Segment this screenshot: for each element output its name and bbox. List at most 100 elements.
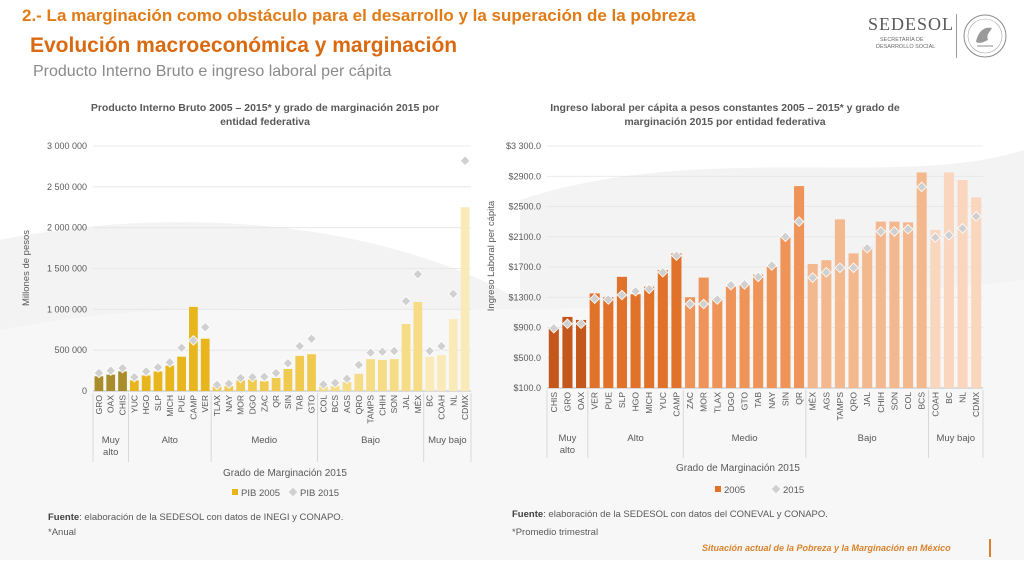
ingreso-category-label: COL [903, 392, 913, 410]
ingreso-marker [875, 226, 887, 237]
pib-category-label: HGO [141, 395, 151, 415]
pib-category-label: QRO [354, 395, 364, 415]
ingreso-legend-label: 2015 [783, 485, 804, 496]
ingreso-category-label: MICH [644, 392, 654, 414]
pib-category-label: MICH [165, 395, 175, 417]
ingreso-marker [780, 231, 791, 243]
ingreso-marker [752, 271, 764, 283]
logo-divider [956, 14, 957, 58]
ingreso-marker [616, 289, 628, 301]
pib-marker [140, 366, 152, 377]
pib-marker [164, 357, 176, 368]
ingreso-marker [929, 232, 941, 243]
ingreso-category-label: TLAX [712, 392, 722, 414]
ingreso-marker [766, 260, 778, 271]
pib-category-label: YUC [129, 395, 139, 413]
pib-bar [189, 306, 198, 391]
ingreso-category-label: MÉX [808, 392, 818, 411]
ingreso-bar [712, 298, 723, 388]
ingreso-category-label: HGO [631, 392, 641, 412]
ingreso-category-label: GTO [740, 392, 750, 411]
pib-bar [248, 379, 257, 391]
pib-marker [388, 345, 400, 357]
pib-category-label: COL [318, 395, 328, 413]
pib-bar [271, 377, 281, 391]
pib-bar [378, 359, 387, 391]
pib-category-label: DGO [247, 395, 257, 415]
ingreso-chart-title: Ingreso laboral per cápita a pesos const… [550, 102, 900, 128]
ingreso-category-label: PUE [603, 392, 613, 410]
ingreso-bar [875, 221, 886, 388]
ingreso-bar [848, 253, 859, 388]
ingreso-category-label: OAX [576, 392, 586, 410]
pib-category-label: NAY [224, 395, 234, 412]
pib-bar [165, 365, 175, 391]
pib-marker [436, 340, 447, 352]
ingreso-category-label: SON [889, 392, 899, 410]
pib-marker [341, 373, 353, 385]
ingreso-bar [671, 253, 682, 388]
ingreso-legend-label: 2005 [724, 485, 745, 496]
pib-category-label: TAB [295, 395, 305, 411]
pib-bar [259, 381, 269, 391]
ingreso-marker [889, 226, 900, 237]
pib-marker [223, 378, 235, 390]
ingreso-marker [916, 181, 928, 193]
ingreso-group-label: alto [560, 445, 575, 456]
ingreso-category-label: SLP [617, 392, 627, 408]
pib-group-label: Muy bajo [428, 435, 467, 446]
pib-group-label: Alto [162, 435, 178, 446]
pib-marker [294, 340, 306, 352]
ingreso-marker [562, 318, 573, 330]
pib-bar [330, 386, 340, 391]
pib-ytick-label: 500 000 [54, 345, 87, 355]
pib-marker [306, 333, 317, 345]
ingreso-category-label: ZAC [685, 392, 695, 409]
pib-category-label: SON [389, 395, 399, 413]
ingreso-ytick-label: $500.0 [513, 353, 541, 363]
ingreso-group-label: Medio [732, 433, 758, 444]
ingreso-ytick-label: $2900.0 [508, 171, 541, 181]
ingreso-marker [793, 216, 805, 227]
ingreso-marker [589, 293, 601, 305]
pib-bar [153, 371, 163, 391]
ingreso-marker [698, 298, 710, 310]
pib-marker [459, 155, 471, 167]
ingreso-category-label: COAH [930, 392, 940, 417]
pib-legend-label: PIB 2005 [241, 488, 280, 499]
pib-source-text: : elaboración de la SEDESOL con datos de… [79, 512, 344, 523]
ingreso-bar [562, 316, 573, 388]
ingreso-bar [834, 219, 845, 388]
pib-category-label: NL [448, 395, 458, 406]
pib-legend-label: PIB 2015 [300, 488, 339, 499]
pib-marker [117, 362, 128, 374]
pib-source-note: Fuente: elaboración de la SEDESOL con da… [48, 512, 343, 523]
pib-bar [141, 375, 151, 391]
ingreso-source-text: : elaboración de la SEDESOL con datos de… [543, 509, 828, 520]
pib-category-label: CAMP [188, 395, 198, 420]
ingreso-category-label: YUC [658, 392, 668, 410]
ingreso-marker [902, 223, 914, 235]
sedesol-logo: SEDESOL SECRETARÍA DE DESARROLLO SOCIAL [862, 12, 1012, 62]
ingreso-category-label: MOR [699, 392, 709, 412]
ingreso-bar [698, 277, 709, 388]
pib-marker [105, 365, 117, 376]
ingreso-marker [807, 272, 819, 283]
ingreso-bar [862, 246, 873, 388]
pib-category-label: SLP [153, 395, 163, 411]
ingreso-marker [943, 229, 955, 241]
footer-text: Situación actual de la Pobreza y la Marg… [702, 543, 951, 553]
pib-marker [270, 367, 282, 379]
pib-category-label: CHIS [118, 395, 128, 416]
ingreso-group-label: Muy bajo [936, 433, 975, 444]
page-subtitle: Producto Interno Bruto e ingreso laboral… [33, 63, 392, 80]
pib-bar [283, 368, 293, 391]
pib-group-label: Medio [251, 435, 277, 446]
pib-category-label: SIN [283, 395, 293, 409]
ingreso-category-label: NL [958, 392, 968, 403]
pib-category-label: AGS [342, 395, 352, 413]
pib-chart-title: Producto Interno Bruto 2005 – 2015* y gr… [90, 102, 440, 128]
ingreso-category-label: CDMX [971, 392, 981, 417]
pib-category-label: GTO [307, 395, 317, 414]
pib-marker [199, 321, 211, 333]
